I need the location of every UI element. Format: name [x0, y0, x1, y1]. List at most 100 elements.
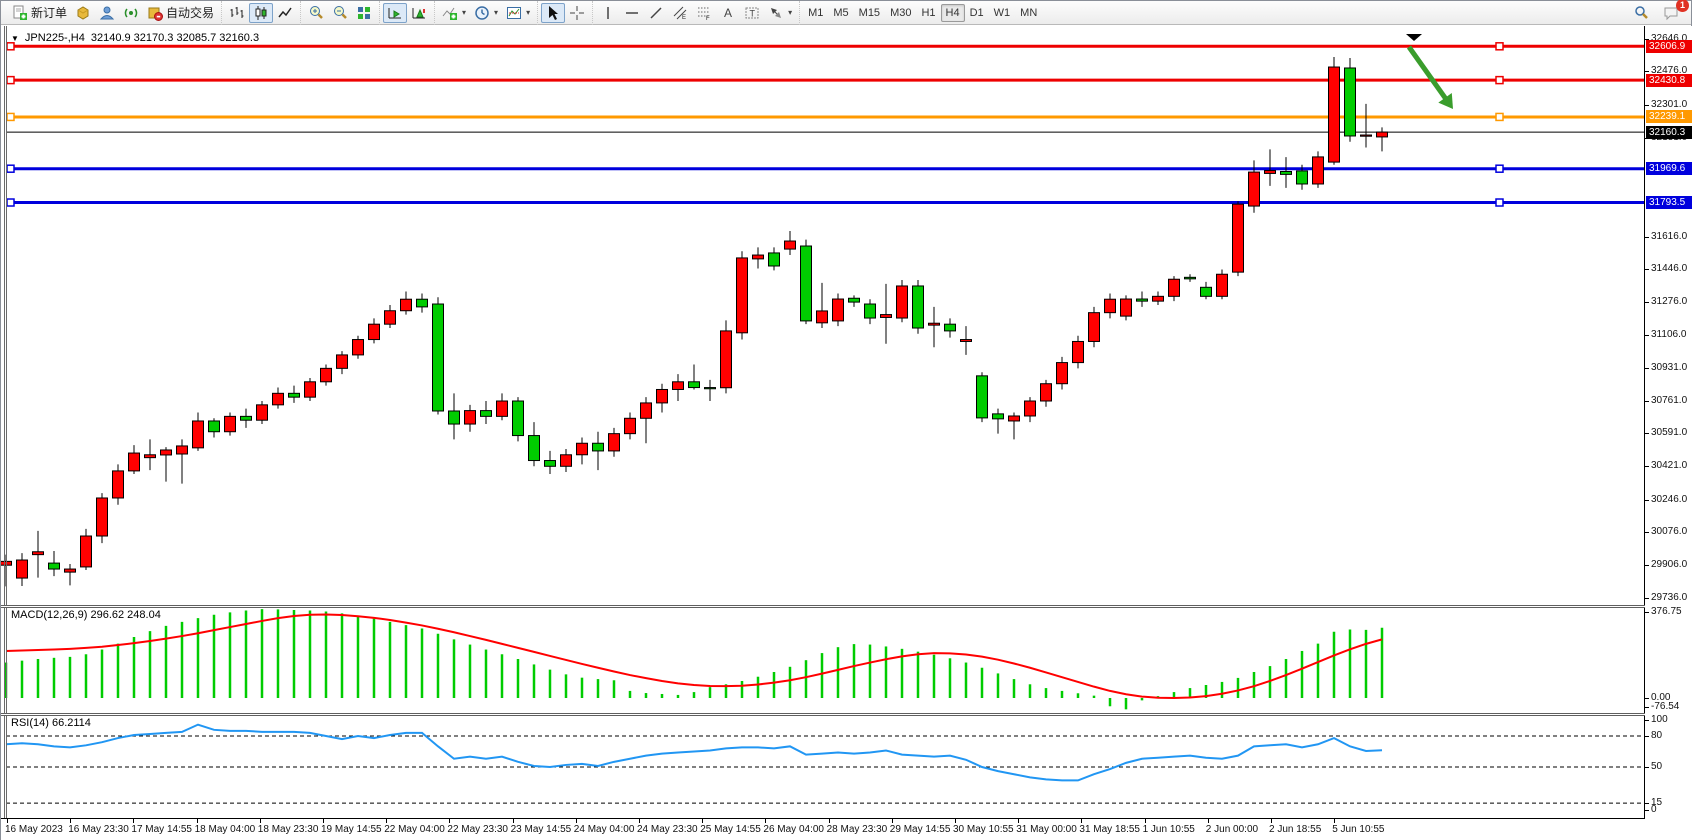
search-icon — [1633, 5, 1649, 21]
date-tick — [702, 819, 704, 823]
date-tick — [7, 819, 8, 823]
price-tick — [1644, 334, 1649, 336]
date-label: 16 May 23:30 — [68, 824, 129, 835]
date-label: 2 Jun 00:00 — [1205, 824, 1259, 835]
line-chart-mode-button[interactable] — [273, 3, 297, 23]
tile-windows-button[interactable] — [352, 3, 376, 23]
date-tick — [196, 819, 198, 823]
rsi-tick — [1644, 767, 1649, 768]
search-button[interactable] — [1629, 3, 1653, 23]
auto-trading-button[interactable]: 自动交易 — [143, 3, 218, 23]
signals-button[interactable] — [119, 3, 143, 23]
date-tick — [1334, 819, 1336, 823]
date-label: 18 May 04:00 — [194, 824, 256, 835]
rsi-tick-label: 15 — [1651, 797, 1663, 809]
tab-timeframe-H1[interactable]: H1 — [921, 6, 936, 19]
price-tick — [1644, 105, 1649, 107]
equidistant-channel-icon: E — [672, 5, 688, 21]
macd-histogram — [4, 609, 1384, 710]
tab-timeframe-W1[interactable]: W1 — [993, 6, 1011, 19]
periods-button[interactable]: ▾ — [470, 3, 502, 23]
arrow-annotation[interactable] — [1406, 45, 1453, 109]
auto-scroll-button[interactable] — [383, 2, 408, 23]
rsi-tick — [1644, 736, 1649, 737]
text-tool-button[interactable]: A — [716, 3, 740, 23]
auto-scroll-icon — [387, 5, 403, 21]
clock-icon — [474, 5, 490, 21]
price-tick-label: 30421.0 — [1651, 460, 1688, 472]
cursor-arrow-icon — [545, 5, 561, 21]
price-tick — [1644, 565, 1649, 566]
hline-objects[interactable] — [6, 42, 1644, 207]
price-tick-label: 30246.0 — [1651, 493, 1688, 505]
date-label: 31 May 00:00 — [1016, 824, 1077, 835]
chart-shift-marker[interactable] — [1406, 34, 1422, 41]
zoom-out-button[interactable] — [328, 3, 352, 23]
chart-area: ▼ JPN225-,H4 32140.9 32170.3 32085.7 321… — [1, 26, 1692, 840]
chart-shift-button[interactable] — [407, 3, 431, 23]
date-tick — [386, 819, 388, 823]
date-tick — [70, 819, 72, 823]
candles — [1, 57, 1388, 587]
price-tick-label: 30076.0 — [1651, 526, 1688, 538]
price-tick — [1644, 38, 1649, 40]
templates-button[interactable]: ▾ — [502, 3, 534, 23]
accounts-button[interactable] — [95, 3, 119, 23]
arrows-caret-icon: ▾ — [788, 8, 793, 17]
date-tick — [828, 819, 830, 823]
date-label: 19 May 14:55 — [321, 824, 382, 835]
date-tick — [259, 819, 261, 823]
cursor-button[interactable] — [541, 2, 566, 23]
pane-separator-rsi[interactable] — [1, 713, 1645, 716]
channel-tool-button[interactable]: E — [668, 3, 692, 23]
chart-canvas — [1, 34, 1644, 804]
fibonacci-tool-button[interactable]: F — [692, 3, 716, 23]
macd-tick — [1644, 707, 1649, 708]
crosshair-button[interactable] — [565, 3, 589, 23]
pane-separator-macd[interactable] — [1, 605, 1645, 608]
new-order-button[interactable]: 新订单 — [8, 3, 71, 23]
date-label: 31 May 18:55 — [1079, 824, 1140, 835]
tab-timeframe-M30[interactable]: M30 — [890, 6, 912, 19]
text-label-tool-button[interactable]: T — [740, 3, 764, 23]
date-tick — [449, 819, 451, 823]
date-tick — [575, 819, 577, 823]
tab-timeframe-M1[interactable]: M1 — [808, 6, 824, 19]
text-label-icon: T — [744, 5, 760, 21]
periods-caret-icon: ▾ — [494, 8, 499, 17]
svg-text:A: A — [724, 6, 732, 20]
vertical-line-tool-button[interactable] — [596, 3, 620, 23]
candlestick-mode-button[interactable] — [249, 2, 274, 23]
tab-timeframe-M15[interactable]: M15 — [858, 6, 881, 19]
bar-chart-mode-button[interactable] — [225, 3, 249, 23]
crosshair-icon — [569, 5, 585, 21]
tab-timeframe-M5[interactable]: M5 — [833, 6, 849, 19]
market-watch-button[interactable] — [71, 3, 95, 23]
price-tick — [1644, 71, 1649, 73]
tab-timeframe-D1[interactable]: D1 — [969, 6, 984, 19]
price-tick — [1644, 236, 1649, 238]
trendline-tool-button[interactable] — [644, 3, 668, 23]
macd-tick — [1644, 698, 1649, 699]
line-chart-icon — [277, 5, 293, 21]
price-tick-label: 32476.0 — [1651, 65, 1688, 77]
svg-text:F: F — [706, 16, 710, 21]
new-order-icon — [12, 5, 28, 21]
rsi-tick-label: 100 — [1651, 714, 1668, 725]
horizontal-line-tool-button[interactable] — [620, 3, 644, 23]
tab-timeframe-MN[interactable]: MN — [1020, 6, 1038, 19]
indicators-button[interactable]: ▾ — [438, 3, 470, 23]
price-tick-label: 32301.0 — [1651, 99, 1688, 111]
price-line-tag: 31969.6 — [1646, 162, 1692, 176]
arrows-tool-button[interactable]: ▾ — [764, 3, 796, 23]
chat-button[interactable]: 1 — [1659, 0, 1689, 23]
date-tick — [1018, 819, 1020, 823]
date-tick — [323, 819, 324, 823]
date-tick — [512, 819, 514, 823]
tab-timeframe-H4[interactable]: H4 — [940, 3, 965, 22]
symbol-dropdown-icon[interactable]: ▼ — [11, 33, 19, 43]
price-tick-label: 31616.0 — [1651, 230, 1688, 242]
price-tick — [1644, 532, 1649, 534]
zoom-in-button[interactable] — [304, 3, 328, 23]
